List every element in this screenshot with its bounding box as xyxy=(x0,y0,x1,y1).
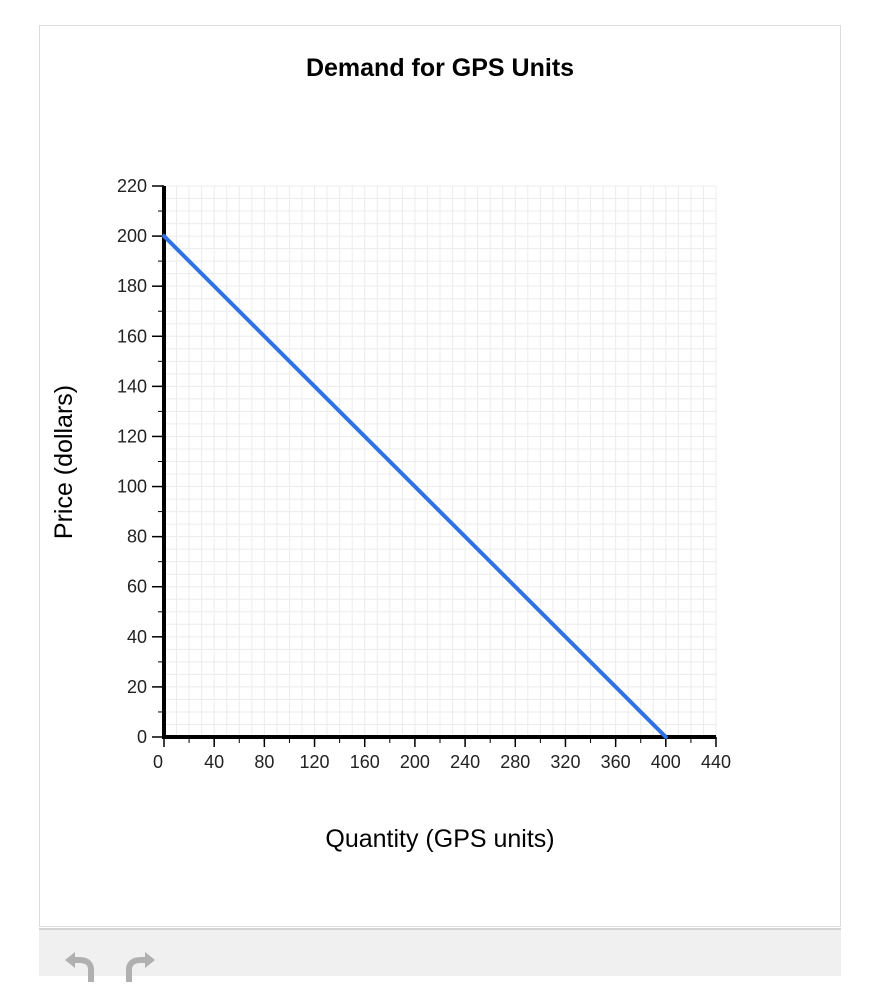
redo-button[interactable] xyxy=(119,952,159,982)
x-tick-label: 80 xyxy=(254,752,274,772)
y-tick-label: 20 xyxy=(127,677,147,697)
toolbar xyxy=(39,928,841,982)
demand-chart: Demand for GPS Units 0 40 80 120 160 200 240 28… xyxy=(50,54,731,853)
undo-icon xyxy=(65,952,94,982)
x-tick-label: 280 xyxy=(500,752,530,772)
x-tick-label: 200 xyxy=(400,752,430,772)
axes: 0 40 80 120 160 200 240 280 320 360 400 440 0 20 40 60 8… xyxy=(117,176,731,772)
x-tick-label: 320 xyxy=(550,752,580,772)
x-tick-label: 160 xyxy=(350,752,380,772)
undo-button[interactable] xyxy=(61,952,101,982)
x-tick-label: 440 xyxy=(701,752,731,772)
series-layer xyxy=(162,234,668,739)
x-tick-label: 0 xyxy=(153,752,163,772)
x-tick-label: 360 xyxy=(601,752,631,772)
y-tick-label: 120 xyxy=(117,426,147,446)
y-tick-label: 0 xyxy=(137,727,147,747)
x-axis-label: Quantity (GPS units) xyxy=(325,825,554,853)
y-tick-label: 80 xyxy=(127,527,147,547)
x-tick-label: 40 xyxy=(204,752,224,772)
y-tick-label: 140 xyxy=(117,376,147,396)
chart-title: Demand for GPS Units xyxy=(306,54,574,82)
x-tick-label: 240 xyxy=(450,752,480,772)
y-tick-label: 100 xyxy=(117,477,147,497)
y-tick-label: 160 xyxy=(117,326,147,346)
x-tick-label: 400 xyxy=(651,752,681,772)
x-tick-label: 120 xyxy=(300,752,330,772)
y-tick-label: 60 xyxy=(127,577,147,597)
y-tick-label: 200 xyxy=(117,226,147,246)
y-tick-label: 220 xyxy=(117,176,147,196)
redo-icon xyxy=(126,952,155,982)
y-axis-label: Price (dollars) xyxy=(50,385,78,539)
grid xyxy=(163,185,717,738)
y-tick-label: 180 xyxy=(117,276,147,296)
demand-curve-line xyxy=(162,234,668,739)
y-tick-label: 40 xyxy=(127,627,147,647)
